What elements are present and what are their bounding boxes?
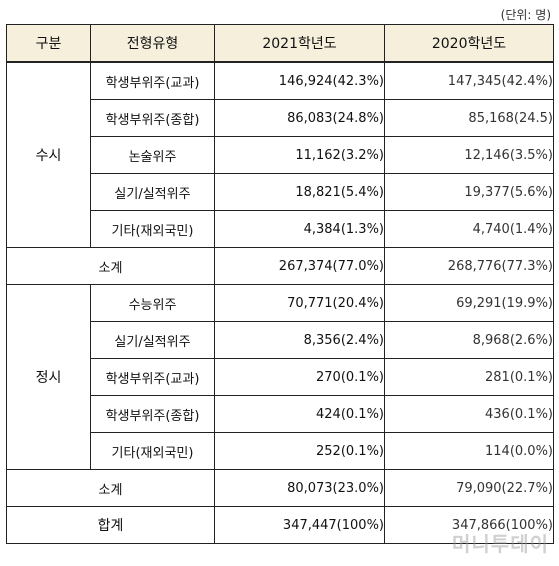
total-2021: 347,447(100%) <box>214 506 385 544</box>
category-susi: 수시 <box>6 61 91 248</box>
table-row: 논술위주 11,162(3.2%) 12,146(3.5%) <box>7 136 554 174</box>
subtotal-label: 소계 <box>6 247 215 285</box>
header-2020: 2020학년도 <box>384 24 554 63</box>
type-cell: 학생부위주(교과) <box>90 358 215 396</box>
value-2020: 12,146(3.5%) <box>384 136 554 174</box>
type-cell: 실기/실적위주 <box>90 173 215 211</box>
subtotal-2020: 79,090(22.7%) <box>384 469 554 507</box>
subtotal-row-jeongsi: 소계 80,073(23.0%) 79,090(22.7%) <box>6 469 554 507</box>
value-2020: 281(0.1%) <box>384 358 554 396</box>
value-2021: 270(0.1%) <box>214 358 385 396</box>
unit-note: (단위: 명) <box>500 8 551 22</box>
table-row: 실기/실적위주 8,356(2.4%) 8,968(2.6%) <box>7 321 554 359</box>
value-2021: 86,083(24.8%) <box>214 99 385 137</box>
type-cell: 학생부위주(종합) <box>90 395 215 433</box>
total-2020: 347,866(100%) <box>384 506 554 544</box>
value-2021: 4,384(1.3%) <box>214 210 385 248</box>
value-2021: 8,356(2.4%) <box>214 321 385 359</box>
category-jeongsi: 정시 <box>6 284 91 470</box>
subtotal-2021: 80,073(23.0%) <box>214 469 385 507</box>
type-cell: 논술위주 <box>90 136 215 174</box>
value-2021: 18,821(5.4%) <box>214 173 385 211</box>
value-2020: 147,345(42.4%) <box>384 61 554 100</box>
table-row: 학생부위주(교과) 270(0.1%) 281(0.1%) <box>7 358 554 396</box>
subtotal-row-susi: 소계 267,374(77.0%) 268,776(77.3%) <box>6 247 554 285</box>
subtotal-2021: 267,374(77.0%) <box>214 247 385 285</box>
value-2020: 8,968(2.6%) <box>384 321 554 359</box>
table-row: 실기/실적위주 18,821(5.4%) 19,377(5.6%) <box>7 173 554 211</box>
table-row: 기타(재외국민) 4,384(1.3%) 4,740(1.4%) <box>7 210 554 248</box>
total-row: 합계 347,447(100%) 347,866(100%) <box>6 506 554 544</box>
value-2021: 11,162(3.2%) <box>214 136 385 174</box>
value-2020: 436(0.1%) <box>384 395 554 433</box>
value-2020: 19,377(5.6%) <box>384 173 554 211</box>
value-2020: 69,291(19.9%) <box>384 284 554 322</box>
table-row: 기타(재외국민) 252(0.1%) 114(0.0%) <box>7 432 554 470</box>
value-2021: 252(0.1%) <box>214 432 385 470</box>
type-cell: 수능위주 <box>90 284 215 322</box>
value-2021: 424(0.1%) <box>214 395 385 433</box>
type-cell: 기타(재외국민) <box>90 432 215 470</box>
table-row: 학생부위주(종합) 86,083(24.8%) 85,168(24.5) <box>7 99 554 137</box>
value-2020: 114(0.0%) <box>384 432 554 470</box>
type-cell: 학생부위주(교과) <box>90 61 215 100</box>
header-2021: 2021학년도 <box>214 24 385 63</box>
header-row: 구분 전형유형 2021학년도 2020학년도 <box>6 24 554 63</box>
value-2021: 70,771(20.4%) <box>214 284 385 322</box>
type-cell: 학생부위주(종합) <box>90 99 215 137</box>
header-category: 구분 <box>6 24 91 63</box>
admissions-table: 구분 전형유형 2021학년도 2020학년도 수시 학생부위주(교과) 146… <box>6 24 554 544</box>
table-row: 수시 학생부위주(교과) 146,924(42.3%) 147,345(42.4… <box>6 61 554 248</box>
value-2020: 4,740(1.4%) <box>384 210 554 248</box>
value-2021: 146,924(42.3%) <box>214 61 385 100</box>
total-label: 합계 <box>6 506 215 544</box>
table-row: 학생부위주(종합) 424(0.1%) 436(0.1%) <box>7 395 554 433</box>
table-row: 정시 수능위주 70,771(20.4%) 69,291(19.9%) <box>6 284 554 470</box>
subtotal-label: 소계 <box>6 469 215 507</box>
value-2020: 85,168(24.5) <box>384 99 554 137</box>
type-cell: 실기/실적위주 <box>90 321 215 359</box>
subtotal-2020: 268,776(77.3%) <box>384 247 554 285</box>
type-cell: 기타(재외국민) <box>90 210 215 248</box>
header-type: 전형유형 <box>90 24 215 63</box>
